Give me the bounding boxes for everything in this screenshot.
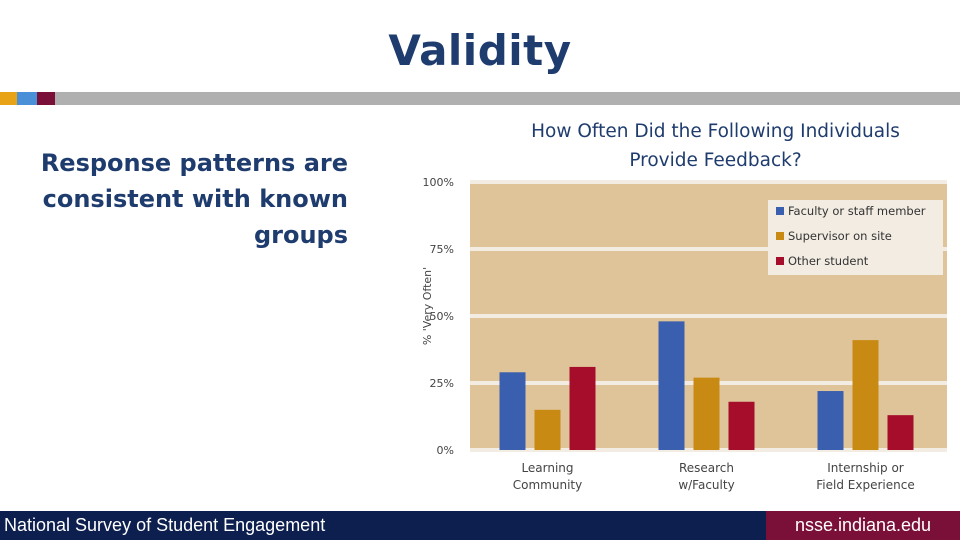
bar (728, 401, 755, 450)
bar (569, 366, 596, 450)
legend-label: Supervisor on site (788, 229, 892, 243)
accent-segment-maroon (37, 92, 55, 105)
legend-label: Other student (788, 254, 869, 268)
y-tick-label: 50% (430, 310, 454, 323)
footer-org-name: National Survey of Student Engagement (4, 515, 326, 535)
x-tick-label: w/Faculty (678, 478, 734, 492)
x-tick-label: Research (679, 461, 734, 475)
bar (499, 372, 526, 450)
x-tick-label: Field Experience (816, 478, 914, 492)
slide-subtitle: Response patterns are consistent with kn… (20, 145, 348, 253)
y-tick-label: 75% (430, 243, 454, 256)
subtitle-line: groups (253, 221, 348, 249)
subtitle-line: consistent with known (42, 185, 348, 213)
y-tick-label: 100% (423, 176, 454, 189)
y-tick-label: 0% (437, 444, 454, 457)
y-tick-label: 25% (430, 377, 454, 390)
x-tick-label: Internship or (827, 461, 904, 475)
footer-website[interactable]: nsse.indiana.edu (766, 511, 960, 540)
x-tick-label: Community (513, 478, 582, 492)
accent-segment-lightblue (17, 92, 37, 105)
slide-title: Validity (388, 26, 572, 75)
accent-segment-gray (55, 92, 960, 105)
footer-bar: National Survey of Student Engagement ns… (0, 511, 960, 540)
bar (693, 377, 720, 450)
accent-segment-orange (0, 92, 17, 105)
chart-title-line: How Often Did the Following Individuals (531, 121, 900, 142)
accent-bar (0, 92, 960, 105)
legend-label: Faculty or staff member (788, 204, 926, 218)
y-axis-label: % 'Very Often' (421, 267, 434, 345)
legend-swatch (776, 232, 784, 240)
x-tick-label: Learning (521, 461, 573, 475)
chart-title: How Often Did the Following Individuals … (488, 117, 943, 175)
bar (852, 340, 879, 450)
chart-title-line: Provide Feedback? (629, 150, 802, 171)
legend-swatch (776, 207, 784, 215)
subtitle-line: Response patterns are (40, 149, 348, 177)
bar (658, 321, 685, 450)
bar (534, 409, 561, 450)
legend-box (768, 200, 943, 275)
legend-swatch (776, 257, 784, 265)
bar (887, 415, 914, 450)
bar (817, 391, 844, 450)
bar-chart: 0% 25% 50% 75% 100% % 'Very Often' Learning Com… (421, 176, 947, 492)
